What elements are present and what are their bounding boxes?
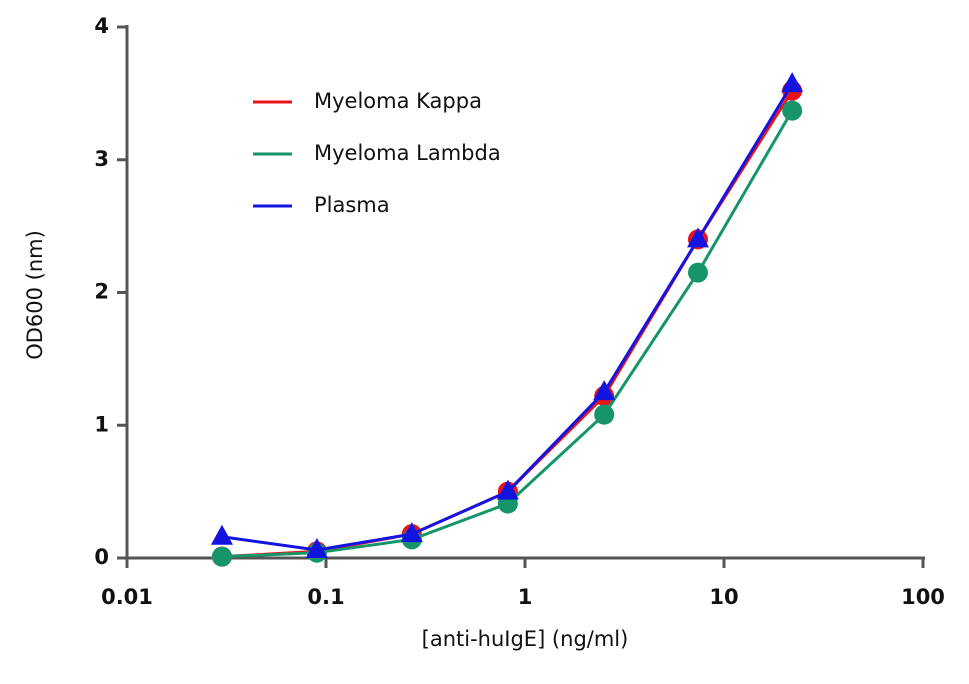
circle-marker — [594, 404, 615, 425]
legend-label: Plasma — [314, 193, 390, 217]
x-tick-label: 0.1 — [307, 585, 344, 609]
triangle-marker — [400, 522, 423, 543]
triangle-marker — [781, 72, 804, 93]
circle-marker — [687, 262, 708, 283]
y-tick-label: 0 — [94, 545, 109, 569]
series-line — [221, 83, 794, 552]
y-axis-label: OD600 (nm) — [23, 230, 47, 360]
x-tick-label: 10 — [709, 585, 738, 609]
triangle-marker — [593, 380, 616, 401]
legend-label: Myeloma Lambda — [314, 141, 501, 165]
x-tick-label: 0.01 — [101, 585, 153, 609]
triangle-marker — [210, 524, 233, 545]
y-tick-label: 4 — [94, 14, 109, 38]
triangle-marker — [305, 538, 328, 559]
x-axis-label: [anti-huIgE] (ng/ml) — [422, 627, 629, 651]
y-tick-label: 2 — [94, 280, 109, 304]
triangle-marker — [686, 227, 709, 248]
circle-marker — [782, 100, 803, 121]
x-tick-label: 100 — [901, 585, 945, 609]
y-tick-label: 1 — [94, 412, 109, 436]
legend-label: Myeloma Kappa — [314, 89, 482, 113]
triangle-marker — [496, 479, 519, 500]
y-tick-label: 3 — [94, 147, 109, 171]
x-tick-label: 1 — [518, 585, 533, 609]
circle-marker — [211, 546, 232, 567]
